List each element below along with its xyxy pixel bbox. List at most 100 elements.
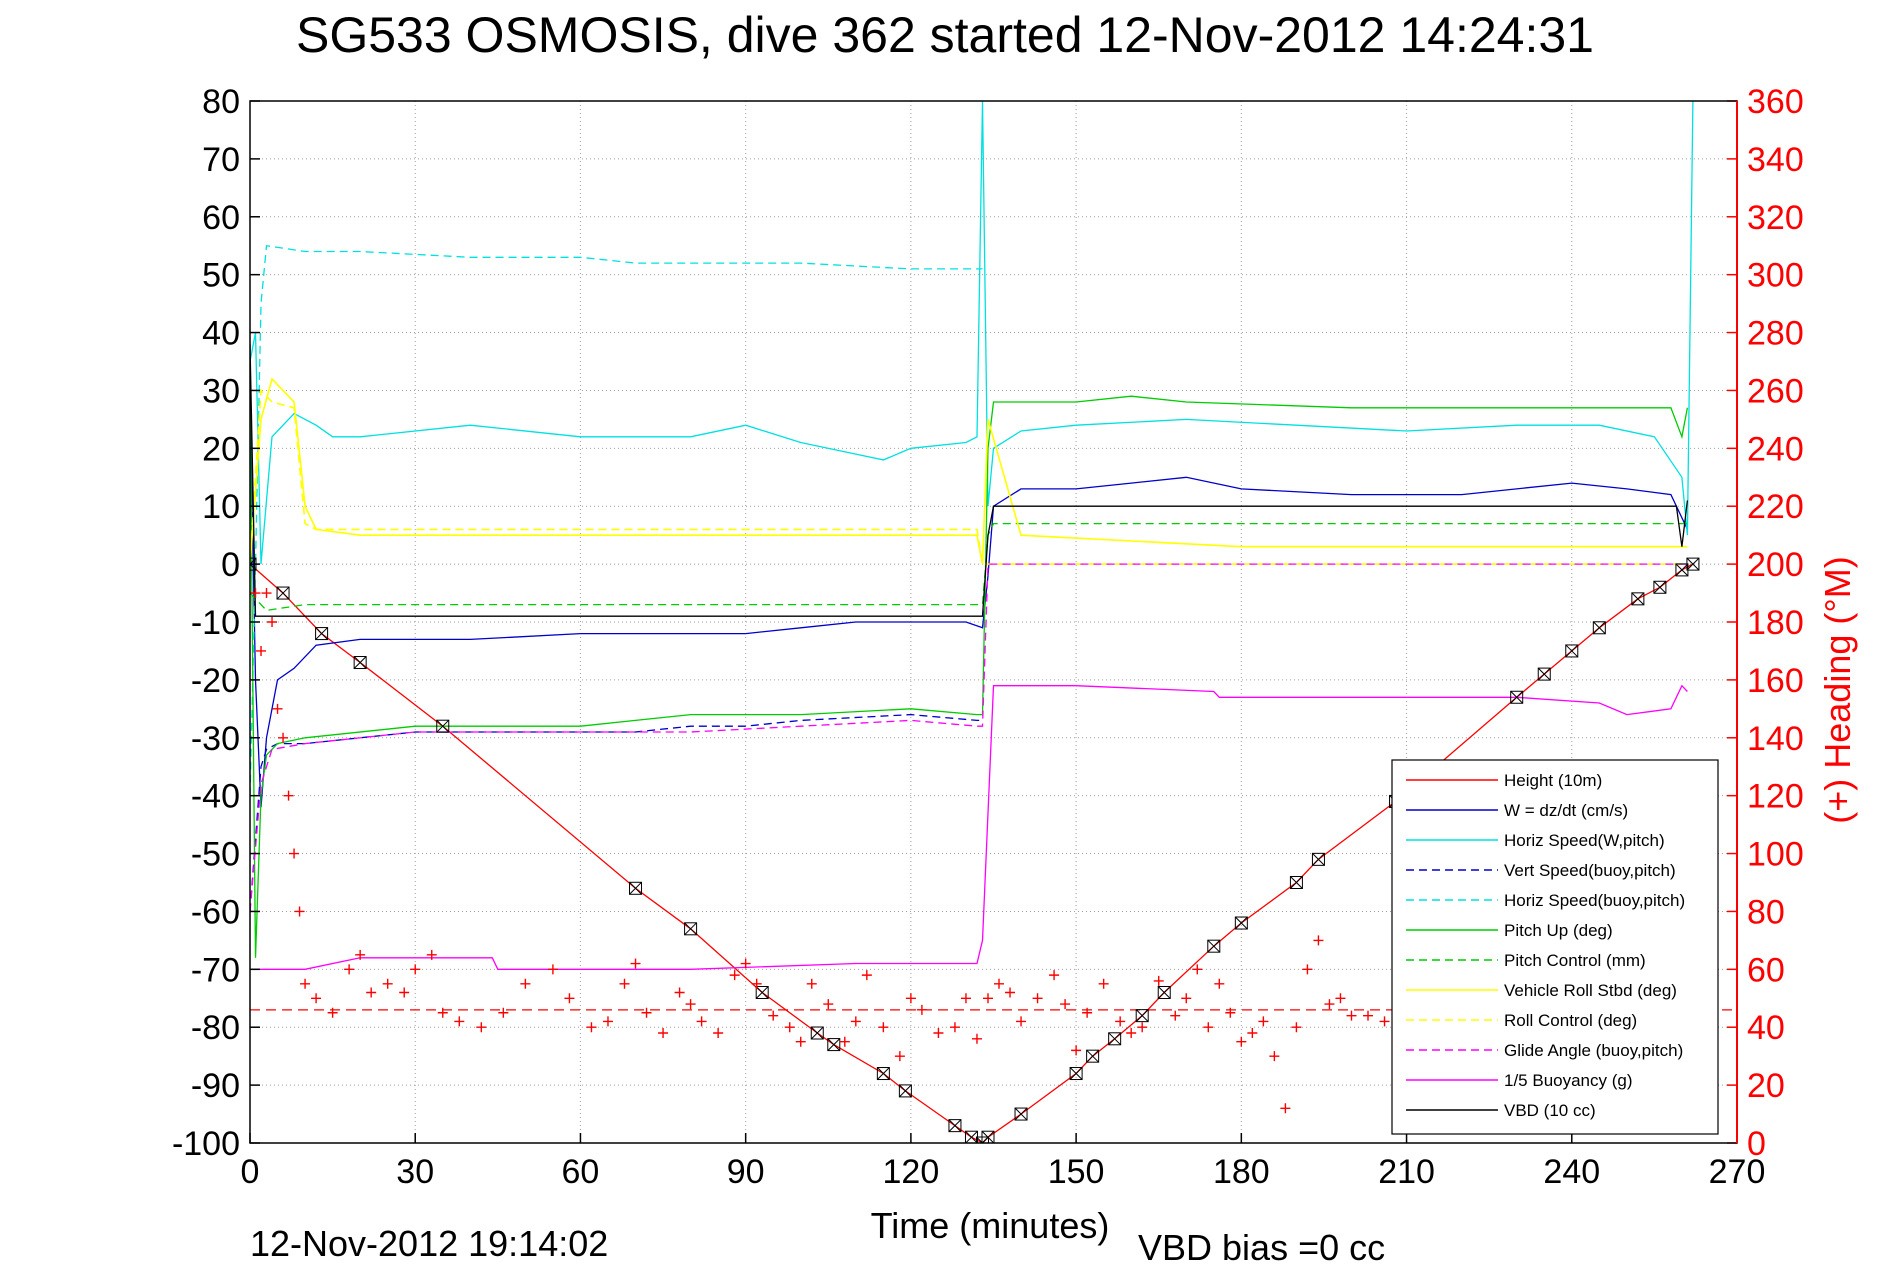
heading-point: [300, 978, 311, 989]
heading-point: [454, 1016, 465, 1027]
legend-entry: Pitch Control (mm): [1504, 951, 1646, 970]
legend: Height (10m) W = dz/dt (cm/s) Horiz Speed(…: [1391, 759, 1719, 1135]
heading-point: [344, 964, 355, 975]
heading-point: [520, 978, 531, 989]
y-tick-label: -90: [191, 1067, 240, 1105]
series-line-10: [250, 684, 1688, 970]
heading-point: [806, 978, 817, 989]
heading-point: [382, 978, 393, 989]
series-line-7: [250, 377, 1688, 565]
heading-point: [795, 1036, 806, 1047]
height-marker: [1653, 580, 1667, 594]
height-marker: [276, 586, 290, 600]
heading-point: [740, 958, 751, 969]
heading-point: [960, 993, 971, 1004]
heading-point: [1280, 1103, 1291, 1114]
series-line-9: [250, 563, 1688, 912]
y-tick-label: 0: [221, 546, 240, 584]
legend-box: [1391, 759, 1719, 1135]
heading-point: [261, 588, 272, 599]
heading-point: [476, 1022, 487, 1033]
heading-point: [768, 1010, 779, 1021]
height-marker: [948, 1119, 962, 1133]
footer-vbd-bias: VBD bias =0 cc: [1138, 1227, 1385, 1262]
series-line-2: [250, 101, 1694, 565]
y-tick-label: -60: [191, 893, 240, 931]
series-line-3: [250, 713, 983, 912]
y-tick-label: 10: [202, 488, 240, 526]
heading-point: [250, 588, 261, 599]
heading-point: [294, 906, 305, 917]
heading-point: [933, 1028, 944, 1039]
heading-point: [1313, 935, 1324, 946]
heading-point: [1346, 1010, 1357, 1021]
height-marker: [1086, 1049, 1100, 1063]
ticks-layer: 0 30 60 90 120 150 180 210 240 270 80 70 60 50 40 30 20 1…: [172, 83, 1804, 1191]
height-marker: [353, 656, 367, 670]
y-tick-label: 70: [202, 141, 240, 179]
y2-tick-label: 260: [1747, 372, 1804, 410]
heading-point: [1032, 993, 1043, 1004]
legend-entry: Height (10m): [1504, 771, 1602, 790]
heading-point: [586, 1022, 597, 1033]
x-axis-label: Time (minutes): [871, 1205, 1110, 1246]
heading-point: [1192, 964, 1203, 975]
y-tick-label: -100: [172, 1125, 240, 1163]
height-marker: [898, 1084, 912, 1098]
y2-tick-label: 160: [1747, 662, 1804, 700]
heading-point: [1236, 1036, 1247, 1047]
heading-point: [784, 1022, 795, 1033]
y-tick-label: -30: [191, 720, 240, 758]
heading-point: [994, 978, 1005, 989]
height-marker: [1135, 1009, 1149, 1023]
height-marker: [876, 1067, 890, 1081]
legend-entry: Vehicle Roll Stbd (deg): [1504, 981, 1677, 1000]
heading-point: [1363, 1010, 1373, 1021]
y-tick-label: -80: [191, 1009, 240, 1047]
heading-point: [861, 970, 872, 981]
heading-point: [1291, 1022, 1302, 1033]
x-tick-label: 180: [1213, 1153, 1270, 1191]
height-marker: [1510, 690, 1524, 704]
height-marker: [1207, 939, 1221, 953]
y2-tick-label: 140: [1747, 720, 1804, 758]
heading-point: [713, 1028, 724, 1039]
y-tick-label: 80: [202, 83, 240, 121]
legend-entry: Horiz Speed(W,pitch): [1504, 831, 1665, 850]
x-tick-label: 0: [241, 1153, 260, 1191]
heading-point: [1379, 1016, 1390, 1027]
heading-point: [1126, 1028, 1137, 1039]
series-line-8: [250, 388, 1688, 565]
heading-point: [905, 993, 916, 1004]
height-marker: [755, 985, 769, 999]
heading-point: [1302, 964, 1313, 975]
heading-point: [982, 993, 993, 1004]
height-marker: [1069, 1067, 1083, 1081]
height-marker: [1108, 1032, 1122, 1046]
series-line-1: [250, 390, 1688, 808]
series-line-11: [250, 344, 1689, 617]
heading-point: [564, 993, 575, 1004]
legend-entry: Vert Speed(buoy,pitch): [1504, 861, 1676, 880]
y2-tick-label: 180: [1747, 604, 1804, 642]
height-marker: [1631, 592, 1645, 606]
heading-point: [366, 987, 377, 998]
heading-point: [289, 848, 300, 859]
heading-point: [1098, 978, 1109, 989]
y-tick-label: -10: [191, 604, 240, 642]
height-marker: [1014, 1107, 1028, 1121]
x-tick-label: 150: [1048, 1153, 1105, 1191]
y2-tick-label: 60: [1747, 951, 1785, 989]
series-layer: [250, 101, 1737, 1143]
series-line-6: [250, 522, 1688, 612]
heading-point: [426, 949, 437, 960]
heading-point: [399, 987, 410, 998]
x-tick-label: 30: [396, 1153, 434, 1191]
heading-point: [1049, 970, 1060, 981]
heading-point: [437, 1007, 448, 1018]
heading-point: [949, 1022, 960, 1033]
heading-point: [355, 949, 366, 960]
series-line-4: [250, 244, 983, 796]
